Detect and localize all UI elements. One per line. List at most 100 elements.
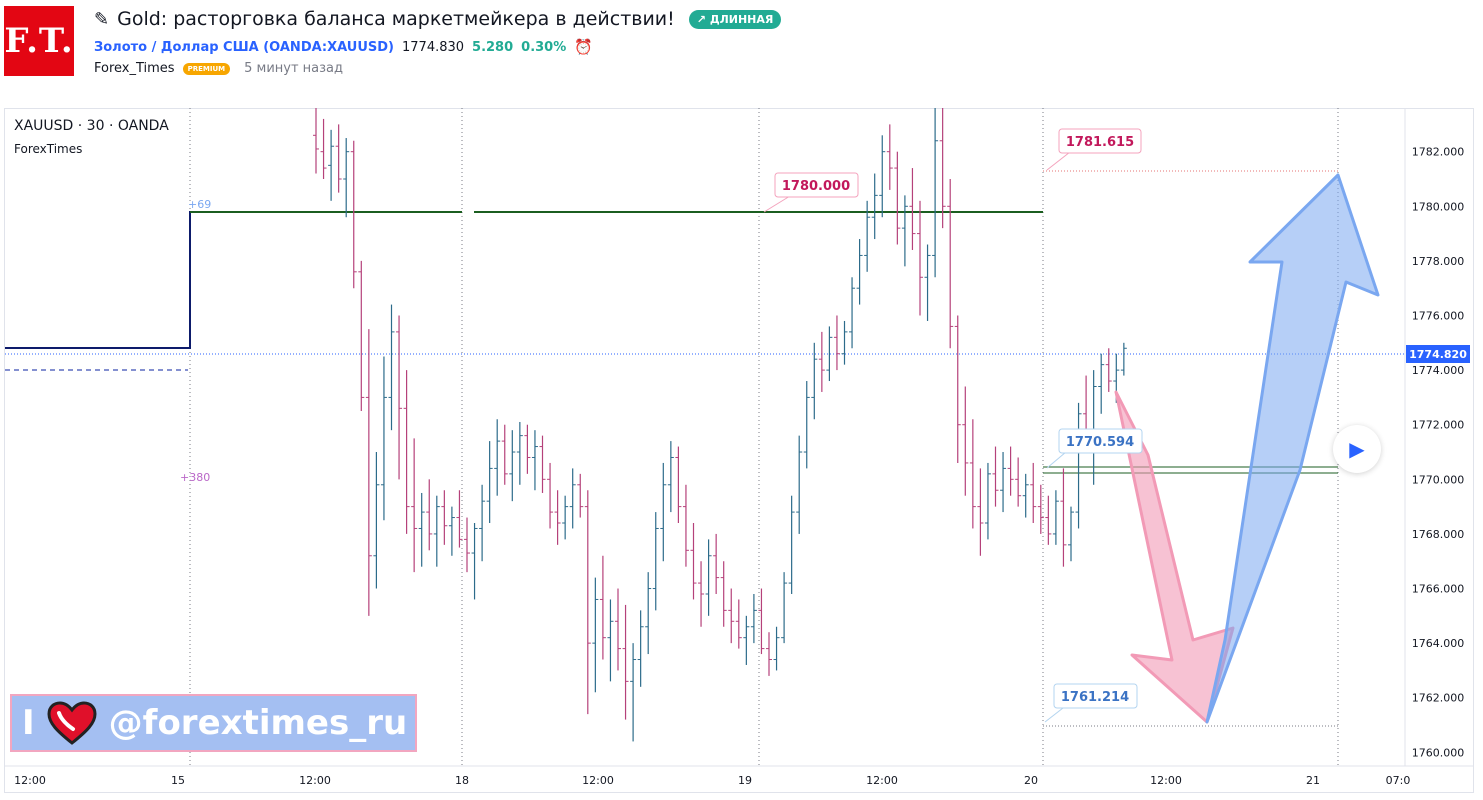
price-bar: [962, 386, 969, 496]
price-bar: [433, 495, 440, 567]
indicator-label-upper: +69: [188, 198, 211, 211]
current-price-tag: 1774.820: [1406, 345, 1470, 363]
price-bar: [796, 435, 803, 534]
time-axis[interactable]: 12:00 15 12:00 18 12:00 19 12:00 20 12:00 21 07:0: [14, 774, 1410, 787]
time-axis-label: 12:00: [1150, 774, 1182, 787]
price-bar: [524, 424, 531, 474]
price-bar: [456, 490, 463, 548]
price-bar: [1015, 457, 1022, 507]
price-bar: [992, 446, 999, 507]
callout-1780-text: 1780.000: [782, 179, 850, 194]
price-bar: [471, 523, 478, 600]
callout-1770[interactable]: 1770.594: [1046, 428, 1143, 469]
price-bar: [864, 200, 871, 272]
callout-1780[interactable]: 1780.000: [763, 172, 859, 213]
blue-up-arrow[interactable]: [1205, 173, 1380, 724]
price-bar: [833, 315, 840, 371]
price-bar: [758, 588, 765, 655]
time-axis-label: 07:0: [1386, 774, 1411, 787]
price-bar: [803, 381, 810, 469]
price-axis-label: 1774.000: [1412, 364, 1465, 377]
callout-target-high-text: 1781.615: [1066, 135, 1134, 150]
price-bar: [766, 632, 772, 676]
price-axis-label: 1778.000: [1412, 255, 1465, 268]
chart-legend-author: ForexTimes: [14, 142, 83, 156]
time-axis-label: 12:00: [866, 774, 898, 787]
price-bar: [373, 452, 380, 589]
chart-pane[interactable]: [4, 108, 1474, 793]
price-bar: [615, 588, 621, 671]
price-bar: [320, 118, 327, 179]
price-bar: [1052, 490, 1059, 545]
price-bar: [637, 610, 644, 687]
symbol-link[interactable]: Золото / Доллар США (OANDA:XAUUSD): [94, 39, 394, 55]
price-bar: [501, 424, 508, 485]
navy-indicator-line: [5, 211, 462, 349]
price-bar: [735, 599, 742, 649]
banner-handle-text: @forextimes_ru: [108, 703, 408, 743]
price-axis-label: 1776.000: [1412, 310, 1465, 323]
price-bar: [448, 506, 455, 556]
price-bar: [879, 135, 886, 218]
author-logo[interactable]: F.T.: [4, 6, 74, 76]
price-bar: [871, 173, 878, 240]
price-bar: [577, 473, 584, 518]
price-bar: [464, 517, 470, 573]
price-bar: [894, 151, 901, 245]
price-bar: [675, 446, 682, 524]
price-bar: [1060, 468, 1067, 567]
current-price-tag-text: 1774.820: [1409, 348, 1467, 361]
price-bar: [554, 490, 561, 545]
alarm-clock-icon[interactable]: ⏰: [574, 38, 593, 56]
callout-target-low-text: 1761.214: [1061, 690, 1129, 705]
replay-play-button[interactable]: ▶: [1333, 425, 1381, 473]
time-axis-label: 20: [1024, 774, 1038, 787]
author-row: Forex_Times PREMIUM 5 минут назад: [94, 61, 343, 76]
price-bar: [569, 468, 576, 529]
author-name[interactable]: Forex_Times: [94, 61, 175, 76]
price-bar: [441, 490, 448, 545]
chart-legend-symbol[interactable]: XAUUSD · 30 · OANDA: [14, 118, 169, 134]
price-bar: [380, 356, 387, 521]
idea-title: Gold: расторговка баланса маркетмейкера …: [117, 8, 675, 30]
time-axis-label: 12:00: [582, 774, 614, 787]
price-bar: [901, 195, 908, 267]
price-bar: [720, 561, 727, 627]
price-bar: [1098, 353, 1105, 414]
price-bar: [1000, 452, 1007, 513]
price-bar: [403, 370, 410, 534]
price-bar: [1022, 473, 1029, 518]
price-bar: [622, 604, 629, 720]
price-bar: [539, 435, 546, 493]
price-bar: [781, 572, 788, 644]
price-bar: [607, 599, 614, 682]
price-bar: [750, 593, 757, 644]
time-axis-label: 18: [455, 774, 469, 787]
price-bar: [562, 495, 569, 540]
price-bar: [1030, 462, 1037, 524]
pencil-icon: ✎: [94, 8, 110, 30]
price-bar: [365, 329, 372, 616]
published-time: 5 минут назад: [244, 61, 343, 76]
price-axis[interactable]: 1782.000 1780.000 1778.000 1776.000 1774.000…: [1412, 146, 1465, 760]
price-bar: [939, 108, 946, 229]
price-bar: [1120, 342, 1127, 376]
price-bar: [690, 523, 697, 600]
time-axis-label: 12:00: [14, 774, 46, 787]
premium-badge: PREMIUM: [182, 62, 231, 75]
callout-target-low[interactable]: 1761.214: [1044, 683, 1138, 723]
price-bar: [388, 304, 395, 431]
indicator-label-middle: +380: [180, 471, 210, 484]
callout-target-high[interactable]: 1781.615: [1046, 128, 1142, 171]
heart-icon: [47, 701, 97, 745]
price-bar: [1090, 370, 1097, 485]
price-bar: [313, 108, 319, 174]
price-bar: [818, 331, 825, 392]
price-bar: [713, 533, 720, 594]
banner-i-text: I: [22, 703, 35, 743]
price-bar: [1007, 446, 1014, 496]
price-bar: [826, 326, 833, 382]
price-bar: [924, 244, 931, 321]
price-bar: [811, 342, 818, 420]
